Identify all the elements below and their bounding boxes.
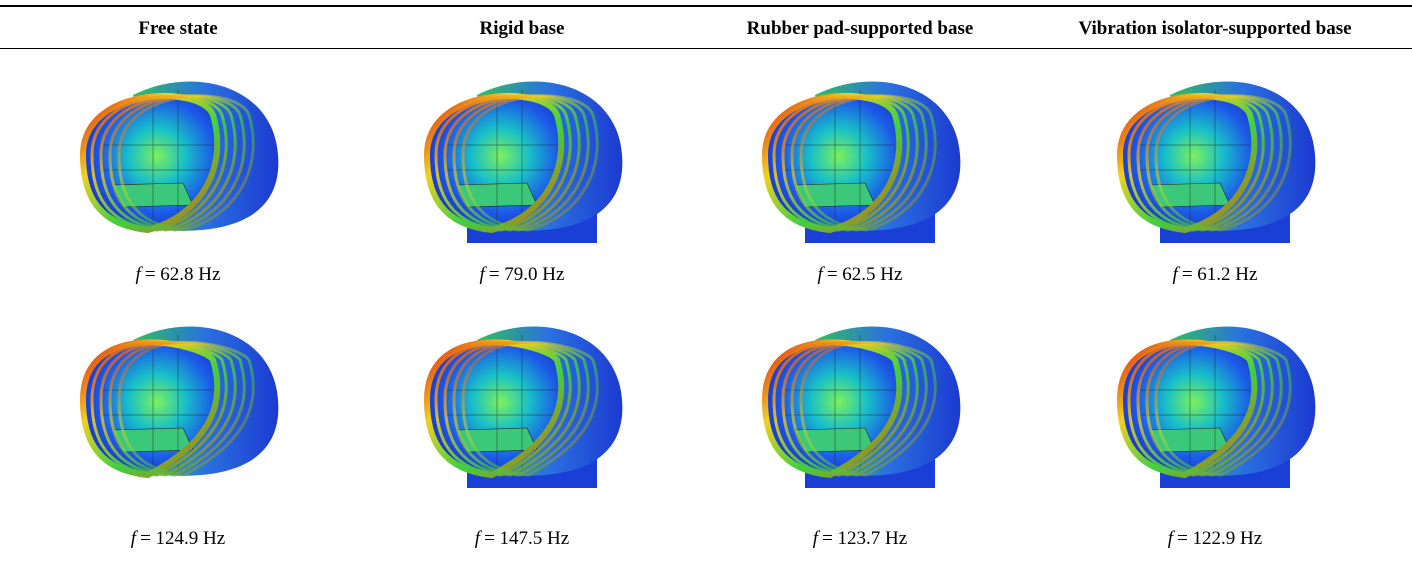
frequency-caption: f= 122.9 Hz bbox=[1090, 528, 1340, 550]
column-header: Vibration isolator-supported base bbox=[1035, 18, 1395, 40]
frequency-caption: f= 62.5 Hz bbox=[735, 264, 985, 286]
mode-figure bbox=[53, 55, 303, 260]
mode-figure bbox=[397, 55, 647, 260]
mode-figure bbox=[1090, 300, 1340, 505]
frequency-caption: f= 61.2 Hz bbox=[1090, 264, 1340, 286]
mode-figure bbox=[397, 300, 647, 505]
frequency-value: = 62.8 Hz bbox=[145, 264, 221, 285]
mode-shape bbox=[397, 55, 647, 260]
mode-figure bbox=[1090, 55, 1340, 260]
frequency-caption: f= 79.0 Hz bbox=[397, 264, 647, 286]
mode-shape bbox=[735, 300, 985, 505]
frequency-caption: f= 147.5 Hz bbox=[397, 528, 647, 550]
frequency-symbol: f bbox=[131, 528, 136, 549]
frequency-value: = 62.5 Hz bbox=[827, 264, 903, 285]
column-header: Free state bbox=[0, 18, 358, 40]
mode-shape bbox=[1090, 300, 1340, 505]
frequency-symbol: f bbox=[475, 528, 480, 549]
mode-shape bbox=[397, 300, 647, 505]
mode-shape bbox=[735, 55, 985, 260]
page: {"table": { "headers": ["Free state", "R… bbox=[0, 0, 1412, 561]
top-rule bbox=[0, 5, 1412, 7]
frequency-symbol: f bbox=[813, 528, 818, 549]
frequency-symbol: f bbox=[480, 264, 485, 285]
frequency-value: = 147.5 Hz bbox=[484, 528, 569, 549]
frequency-value: = 61.2 Hz bbox=[1182, 264, 1258, 285]
column-header: Rigid base bbox=[342, 18, 702, 40]
header-rule bbox=[0, 48, 1412, 49]
frequency-symbol: f bbox=[1168, 528, 1173, 549]
frequency-value: = 123.7 Hz bbox=[822, 528, 907, 549]
frequency-caption: f= 123.7 Hz bbox=[735, 528, 985, 550]
mode-shape bbox=[1090, 55, 1340, 260]
frequency-symbol: f bbox=[818, 264, 823, 285]
column-header: Rubber pad-supported base bbox=[680, 18, 1040, 40]
mode-figure bbox=[735, 300, 985, 505]
frequency-symbol: f bbox=[1173, 264, 1178, 285]
frequency-value: = 79.0 Hz bbox=[489, 264, 565, 285]
mode-figure bbox=[735, 55, 985, 260]
frequency-caption: f= 124.9 Hz bbox=[53, 528, 303, 550]
mode-figure bbox=[53, 300, 303, 505]
mode-shape bbox=[53, 300, 303, 505]
frequency-value: = 124.9 Hz bbox=[140, 528, 225, 549]
frequency-caption: f= 62.8 Hz bbox=[53, 264, 303, 286]
mode-shape bbox=[53, 55, 303, 260]
frequency-symbol: f bbox=[136, 264, 141, 285]
frequency-value: = 122.9 Hz bbox=[1177, 528, 1262, 549]
